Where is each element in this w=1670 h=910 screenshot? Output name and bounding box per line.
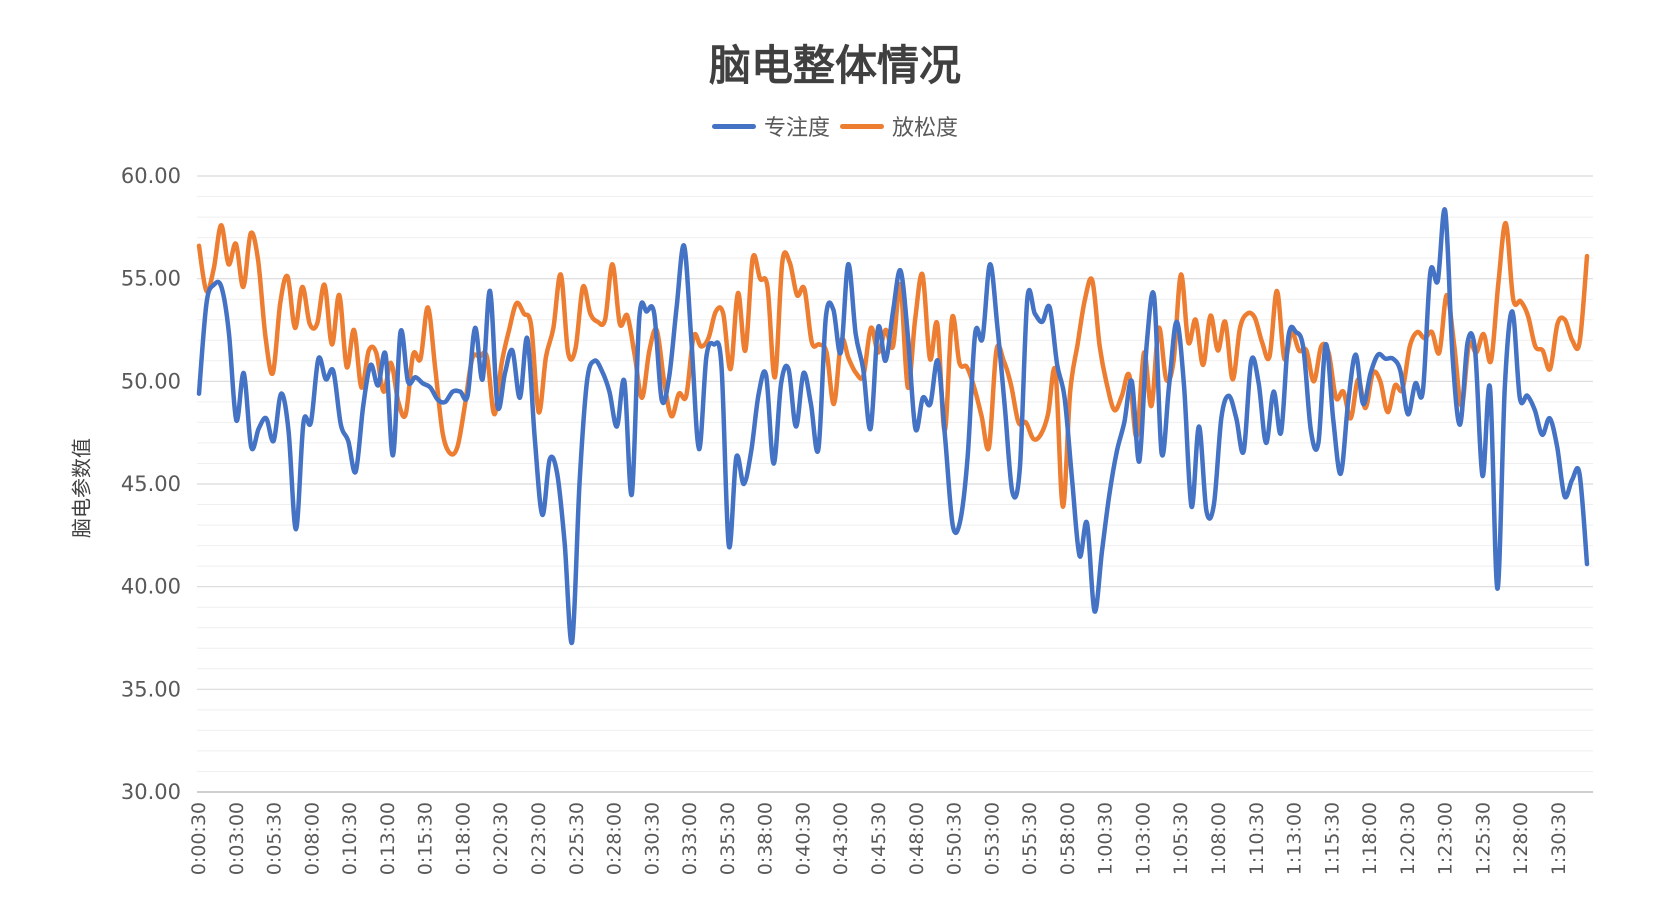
y-tick-label: 40.00 — [121, 575, 181, 599]
x-tick-label: 0:00:30 — [188, 802, 210, 875]
x-tick-label: 0:45:30 — [868, 802, 890, 875]
x-tick-label: 0:50:30 — [944, 802, 966, 875]
y-tick-label: 45.00 — [121, 472, 181, 496]
y-tick-label: 30.00 — [121, 780, 181, 804]
x-tick-label: 0:53:00 — [981, 802, 1003, 875]
x-tick-label: 1:03:00 — [1132, 802, 1154, 875]
x-tick-label: 0:08:00 — [301, 802, 323, 875]
x-tick-label: 0:25:30 — [566, 802, 588, 875]
legend: 专注度 放松度 — [0, 110, 1670, 142]
x-tick-label: 1:10:30 — [1246, 802, 1268, 875]
legend-swatch-relax — [840, 123, 884, 129]
x-tick-label: 0:55:30 — [1019, 802, 1041, 875]
x-tick-label: 1:30:30 — [1548, 802, 1570, 875]
x-tick-label: 0:28:00 — [604, 802, 626, 875]
x-tick-label: 0:35:30 — [717, 802, 739, 875]
legend-item-relax[interactable]: 放松度 — [840, 110, 958, 142]
x-tick-label: 0:48:00 — [906, 802, 928, 875]
legend-item-focus[interactable]: 专注度 — [711, 110, 830, 142]
chart-title: 脑电整体情况 — [708, 41, 961, 90]
x-tick-label: 0:13:00 — [377, 802, 399, 875]
x-tick-label: 1:13:00 — [1284, 802, 1306, 875]
x-tick-label: 0:40:30 — [792, 802, 814, 875]
y-tick-label: 50.00 — [121, 369, 181, 393]
x-tick-label: 0:58:00 — [1057, 802, 1079, 875]
x-tick-label: 1:25:30 — [1472, 802, 1494, 875]
x-tick-label: 1:00:30 — [1095, 802, 1117, 875]
legend-label-relax: 放松度 — [892, 116, 959, 141]
x-tick-label: 0:15:30 — [415, 802, 437, 875]
minor-gridlines — [197, 196, 1593, 772]
x-tick-label: 0:18:00 — [452, 802, 474, 875]
x-tick-label: 0:38:00 — [755, 802, 777, 875]
major-gridlines — [197, 175, 1593, 793]
series-lines — [196, 207, 1590, 646]
x-tick-label: 1:18:00 — [1359, 802, 1381, 875]
x-tick-label: 0:05:30 — [264, 802, 286, 875]
series-line-relax — [196, 220, 1590, 509]
x-tick-label: 0:43:00 — [830, 802, 852, 875]
x-tick-label: 1:20:30 — [1397, 802, 1419, 875]
legend-label-focus: 专注度 — [763, 116, 830, 141]
x-tick-label: 0:33:00 — [679, 802, 701, 875]
legend-swatch-focus — [711, 123, 756, 129]
x-tick-label: 0:23:00 — [528, 802, 550, 875]
x-tick-label: 0:10:30 — [339, 802, 361, 875]
x-tick-label: 0:20:30 — [490, 802, 512, 875]
y-tick-label: 35.00 — [121, 677, 181, 701]
x-tick-label: 0:30:30 — [641, 802, 663, 875]
x-tick-labels: 0:00:30 0:03:00 0:05:30 0:08:00 0:10:30 0:13:… — [188, 802, 1570, 875]
x-tick-label: 0:03:00 — [226, 802, 248, 875]
y-tick-label: 55.00 — [121, 267, 181, 291]
x-tick-label: 1:15:30 — [1321, 802, 1343, 875]
x-tick-label: 1:08:00 — [1208, 802, 1230, 875]
y-tick-label: 60.00 — [121, 164, 181, 188]
y-tick-labels: 30.00 35.00 40.00 45.00 50.00 55.00 60.00 — [121, 164, 181, 804]
x-tick-label: 1:23:00 — [1435, 802, 1457, 875]
series-line-focus — [196, 207, 1590, 646]
x-tick-label: 1:05:30 — [1170, 802, 1192, 875]
x-tick-label: 1:28:00 — [1510, 802, 1532, 875]
